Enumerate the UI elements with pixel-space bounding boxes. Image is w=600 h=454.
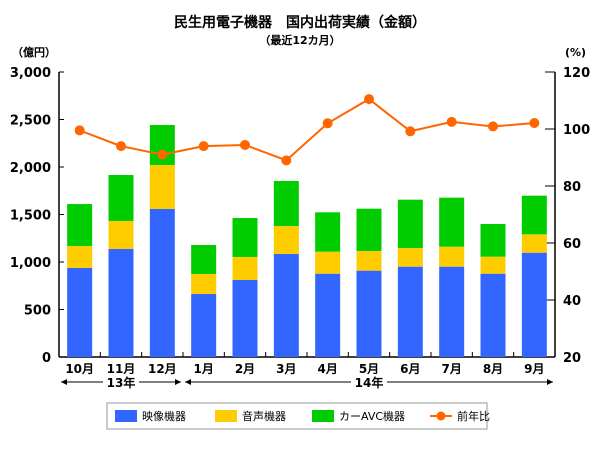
legend-label: 音声機器	[242, 409, 286, 423]
arrow-left-icon	[61, 379, 67, 385]
bar-segment	[232, 256, 258, 280]
bar-segment	[67, 204, 93, 247]
line-point	[529, 118, 540, 129]
y-tick-label: 1,500	[10, 209, 51, 224]
bar-segment	[480, 273, 506, 357]
line-point	[74, 125, 85, 136]
bar-segment	[356, 250, 382, 271]
year-group: 14年	[185, 374, 553, 390]
bar-segment	[315, 273, 341, 357]
bar-segment	[315, 212, 341, 252]
legend-label: カーAVC機器	[339, 409, 405, 423]
x-tick-label: 7月	[441, 362, 461, 376]
bar-segment	[232, 218, 258, 257]
x-tick-label: 9月	[524, 362, 544, 376]
bar-segment	[67, 267, 93, 357]
legend-swatch	[215, 410, 237, 422]
bar-segment	[439, 266, 465, 357]
bar-segment	[521, 195, 547, 235]
x-tick-label: 2月	[235, 362, 255, 376]
arrow-left-icon	[185, 379, 191, 385]
bar-segment	[439, 246, 465, 267]
x-tick-label: 8月	[483, 362, 503, 376]
x-tick-label: 4月	[317, 362, 337, 376]
arrow-right-icon	[547, 379, 553, 385]
y2-tick-label: 100	[563, 123, 590, 138]
line-point	[116, 141, 126, 152]
line-series	[79, 97, 535, 162]
bar-segment	[108, 174, 134, 221]
bar-segment	[191, 273, 217, 295]
bar-segment	[521, 252, 547, 357]
line-point	[281, 155, 292, 166]
bar-segment	[397, 199, 423, 249]
bar-segment	[521, 234, 547, 253]
y-tick-label: 0	[42, 351, 51, 366]
legend-label: 映像機器	[142, 409, 186, 423]
bar-segment	[232, 279, 258, 357]
bar-segment	[356, 208, 382, 251]
year-label: 14年	[355, 375, 384, 390]
legend: 映像機器 音声機器 カーAVC機器 前年比	[106, 402, 490, 430]
x-tick-label: 12月	[148, 362, 177, 376]
legend-label: 前年比	[457, 409, 490, 423]
y2-tick-label: 40	[563, 294, 581, 309]
line-point	[240, 139, 250, 150]
bar-segment	[397, 248, 423, 267]
bar-segment	[273, 180, 299, 226]
bar-segment	[397, 266, 423, 357]
year-label-bg	[351, 374, 387, 390]
chart-title: 民生用電子機器 国内出荷実績（金額）	[174, 14, 426, 31]
bar-segment	[108, 248, 134, 357]
x-tick-label: 5月	[359, 362, 379, 376]
y2-tick-label: 120	[563, 66, 590, 81]
line-point	[322, 118, 333, 129]
y-tick-label: 2,500	[10, 114, 51, 129]
year-label-bg	[103, 374, 139, 390]
x-tick-label: 11月	[107, 362, 136, 376]
bar-segment	[315, 251, 341, 274]
x-tick-label: 3月	[276, 362, 296, 376]
y2-axis-label: (%)	[565, 46, 586, 59]
line-point	[488, 121, 498, 132]
line-point	[405, 126, 416, 137]
bar-segment	[480, 224, 506, 257]
bar-segment	[439, 197, 465, 247]
y-tick-label: 3,000	[10, 66, 51, 81]
bar-segment	[67, 246, 93, 268]
x-tick-label: 6月	[400, 362, 420, 376]
arrow-right-icon	[175, 379, 181, 385]
y-tick-label: 500	[24, 304, 51, 319]
y2-tick-label: 20	[563, 351, 581, 366]
x-tick-label: 1月	[193, 362, 213, 376]
bar-segment	[356, 270, 382, 357]
y-tick-label: 1,000	[10, 256, 51, 271]
line-point	[446, 116, 457, 127]
y2-tick-label: 60	[563, 237, 581, 252]
legend-box	[106, 402, 488, 430]
legend-swatch	[312, 410, 334, 422]
year-group: 13年	[61, 374, 181, 390]
legend-swatch	[115, 410, 137, 422]
bar-segment	[149, 208, 175, 357]
bar-segment	[480, 256, 506, 274]
y2-tick-label: 80	[563, 180, 581, 195]
line-point	[198, 141, 209, 152]
line-point	[157, 149, 168, 160]
line-point	[364, 94, 374, 105]
year-label: 13年	[107, 375, 136, 390]
bar-segment	[149, 165, 175, 209]
x-tick-label: 10月	[65, 362, 94, 376]
bar-segment	[191, 244, 217, 274]
bar-segment	[191, 294, 217, 357]
y-tick-label: 2,000	[10, 161, 51, 176]
bar-segment	[108, 220, 134, 249]
chart-subtitle: （最近12カ月）	[259, 33, 340, 47]
legend-marker	[436, 411, 446, 421]
bar-segment	[273, 225, 299, 255]
y-axis-label: （億円）	[12, 45, 56, 59]
bar-segment	[273, 254, 299, 357]
